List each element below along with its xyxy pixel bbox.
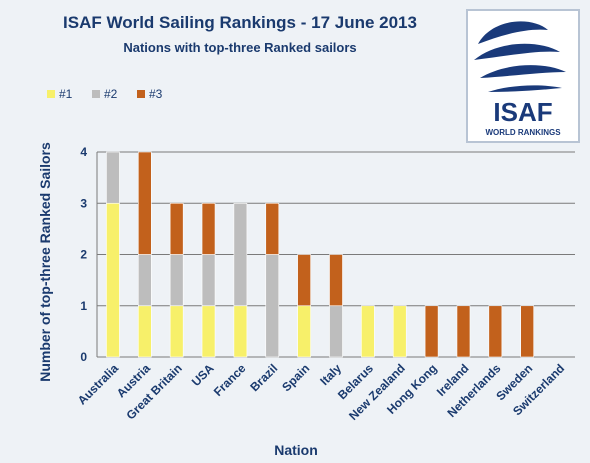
bar-segment (488, 305, 503, 358)
x-axis-label: Nation (274, 442, 318, 458)
x-tick-label: Australia (75, 361, 121, 407)
bar-segment (169, 254, 184, 307)
bar-segment (361, 305, 375, 358)
chart-legend: #1 #2 #3 (47, 87, 163, 101)
x-tick-label: France (211, 361, 249, 399)
chart-title: ISAF World Sailing Rankings - 17 June 20… (63, 13, 417, 32)
logo-name: ISAF (493, 97, 552, 127)
y-tick-label: 0 (80, 350, 87, 364)
bar-segment (297, 305, 311, 358)
bar-segment (456, 305, 471, 358)
isaf-logo: ISAF WORLD RANKINGS (466, 9, 580, 143)
chart-bars (106, 151, 535, 358)
bar-segment (201, 202, 216, 255)
legend-swatch (137, 90, 145, 98)
y-tick-label: 3 (80, 196, 87, 210)
bar-segment (520, 305, 535, 358)
legend-swatch (47, 90, 55, 98)
sail-icon (474, 21, 566, 92)
y-axis-label: Number of top-three Ranked Sailors (37, 142, 53, 382)
bar-segment (329, 305, 343, 358)
y-tick-label: 1 (80, 299, 87, 313)
bar-segment (265, 254, 280, 358)
bar-segment (424, 305, 439, 358)
bar-segment (201, 305, 216, 358)
bar-segment (201, 254, 216, 307)
bar-segment (138, 254, 152, 307)
bar-segment (106, 151, 120, 204)
bar-segment (138, 151, 152, 255)
legend-label: #3 (149, 87, 163, 101)
bar-segment (233, 305, 248, 358)
bar-segment (392, 305, 407, 358)
x-tick-label: Spain (279, 361, 312, 394)
bar-segment (265, 202, 280, 255)
bar-segment (233, 202, 248, 307)
bar-segment (329, 254, 343, 307)
y-axis-ticks: 0 1 2 3 4 (80, 145, 87, 364)
bar-segment (297, 254, 311, 307)
legend-swatch (92, 90, 100, 98)
legend-label: #2 (104, 87, 118, 101)
x-tick-label: USA (189, 361, 217, 389)
bar-segment (106, 202, 120, 358)
logo-subtitle: WORLD RANKINGS (485, 128, 561, 137)
y-tick-label: 4 (80, 145, 87, 159)
legend-label: #1 (59, 87, 73, 101)
bar-segment (169, 202, 184, 255)
chart-subtitle: Nations with top-three Ranked sailors (123, 40, 356, 55)
x-tick-label: Italy (317, 361, 344, 388)
x-tick-label: Brazil (247, 361, 280, 394)
bar-segment (169, 305, 184, 358)
bar-segment (138, 305, 152, 358)
y-tick-label: 2 (80, 248, 87, 262)
